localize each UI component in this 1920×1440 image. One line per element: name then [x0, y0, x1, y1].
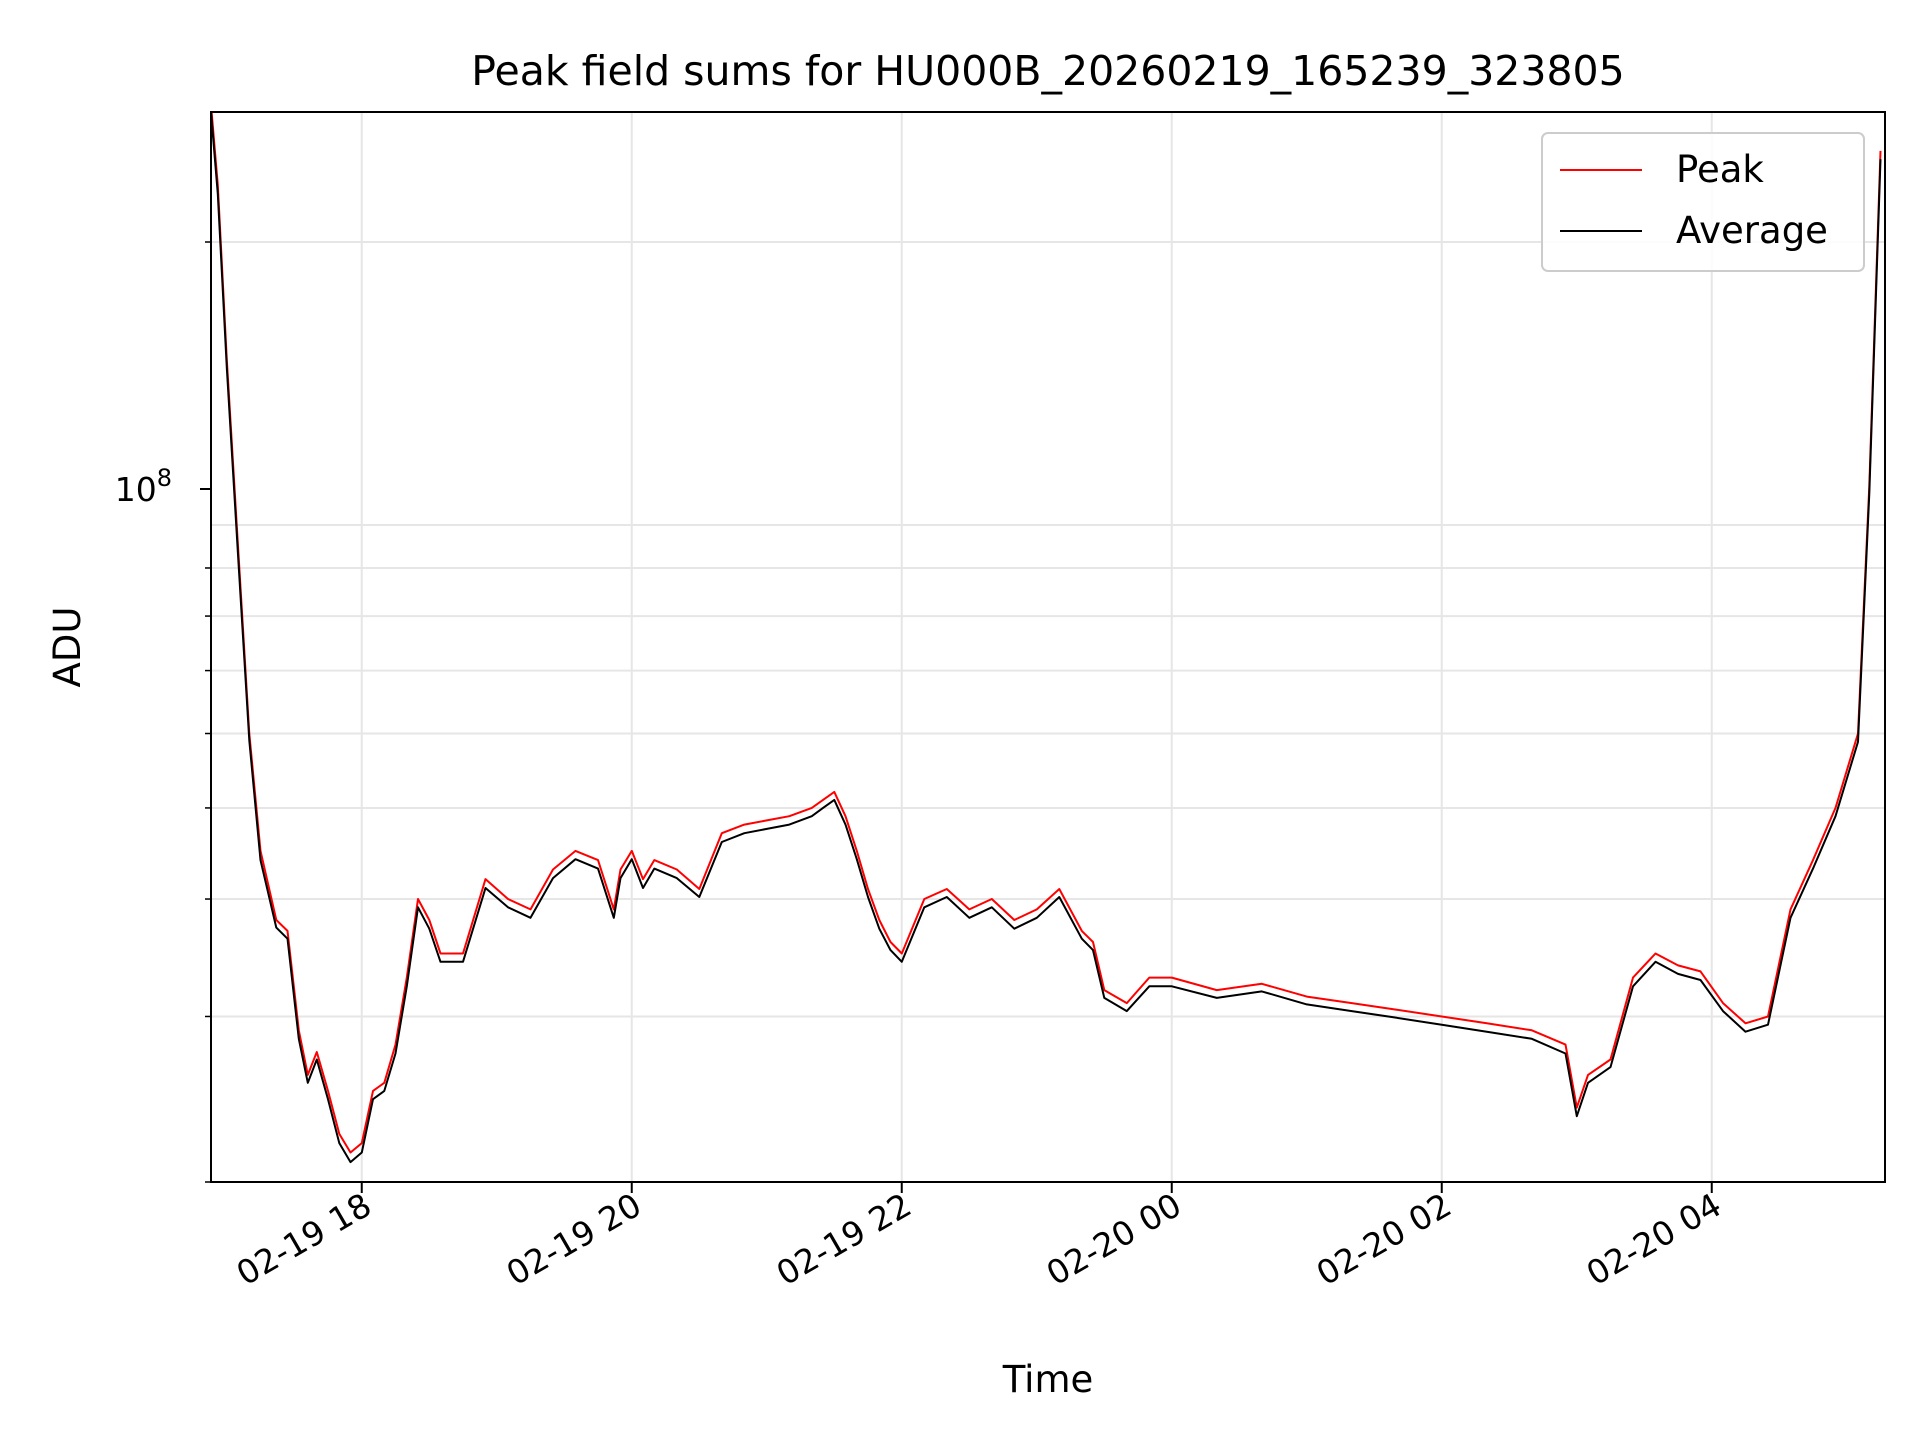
plot-area-frame	[210, 111, 1886, 1183]
legend-box	[1541, 132, 1865, 272]
legend-label-peak: Peak	[1676, 148, 1764, 191]
y-major-tick-label: 108	[115, 464, 172, 509]
legend: Peak Average	[1541, 132, 1865, 272]
y-axis: 108	[115, 241, 211, 1183]
series-line-peak	[211, 112, 1882, 1154]
x-axis-label: Time	[1002, 1358, 1094, 1401]
series-line-average	[211, 112, 1882, 1164]
y-axis-label: ADU	[46, 607, 89, 688]
legend-label-average: Average	[1676, 209, 1828, 252]
chart-title: Peak field sums for HU000B_20260219_1652…	[471, 47, 1624, 95]
series-layer	[211, 112, 1882, 1164]
grid	[211, 112, 1885, 1183]
